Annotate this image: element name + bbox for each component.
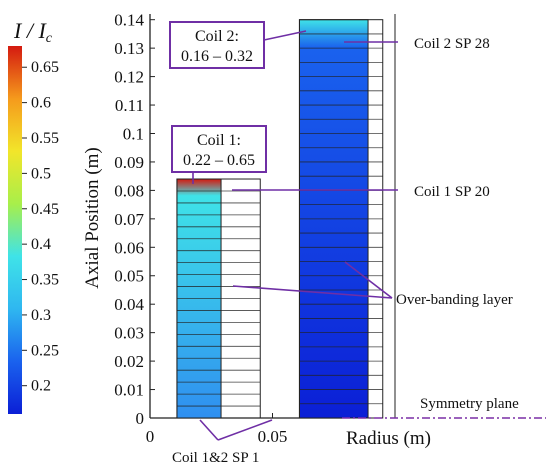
- colorbar-ticks: 0.65 0.6 0.55 0.5 0.45 0.4 0.35 0.3 0.25 0.2: [22, 59, 59, 395]
- coil1-range-box: Coil 1: 0.22 – 0.65: [171, 125, 267, 173]
- y-tick-label: 0: [136, 409, 145, 428]
- y-tick-label: 0.02: [114, 352, 144, 371]
- coil2-box-name: Coil 2:: [195, 28, 239, 45]
- coil2-box-range: 0.16 – 0.32: [181, 48, 253, 65]
- sp1-leader-coil2: [217, 419, 273, 441]
- y-tick-label: 0.04: [114, 295, 144, 314]
- colorbar-tick-label: 0.25: [31, 342, 59, 359]
- sp1-leader-coil1: [199, 419, 219, 441]
- colorbar-tick-label: 0.45: [31, 201, 59, 218]
- symmetry-plane-label: Symmetry plane: [420, 396, 519, 412]
- coil2-box-leader: [263, 30, 307, 41]
- y-tick-label: 0.1: [123, 124, 144, 143]
- y-tick-label: 0.14: [114, 11, 144, 30]
- overbanding-leader-coil1: [232, 285, 393, 299]
- overbanding-leader-coil2: [344, 261, 393, 299]
- coil1-box-name: Coil 1:: [197, 132, 241, 149]
- annotation-labels: Coil 2 SP 28 Coil 1 SP 20 Over-banding l…: [172, 36, 519, 466]
- y-tick-label: 0.03: [114, 324, 144, 343]
- colorbar-title: I / Ic: [13, 18, 53, 46]
- y-tick-label: 0.09: [114, 153, 144, 172]
- coil2-range-box: Coil 2: 0.16 – 0.32: [169, 21, 265, 69]
- y-tick-label: 0.13: [114, 39, 144, 58]
- colorbar-tick-label: 0.55: [31, 130, 59, 147]
- y-tick-label: 0.07: [114, 210, 144, 229]
- coil2-sp28-label: Coil 2 SP 28: [414, 36, 490, 52]
- coil1-box-border: [171, 125, 267, 173]
- colorbar-tick-label: 0.5: [31, 165, 51, 182]
- coil2-box-border: [169, 21, 265, 69]
- overbanding-label: Over-banding layer: [396, 292, 513, 308]
- colorbar-tick-label: 0.6: [31, 95, 51, 112]
- coil2-pancake-lines: [299, 33, 383, 405]
- colorbar-tick-label: 0.3: [31, 307, 51, 324]
- coil1-box-range: 0.22 – 0.65: [183, 152, 255, 169]
- y-tick-label: 0.06: [114, 238, 144, 257]
- y-axis-ticks: 0.14 0.13 0.12 0.11 0.1 0.09 0.08 0.07 0.06 0.05 0…: [114, 11, 155, 428]
- y-tick-label: 0.12: [114, 68, 144, 87]
- colorbar-tick-label: 0.35: [31, 272, 59, 289]
- colorbar-tick-label: 0.2: [31, 378, 51, 395]
- colorbar-tick-label: 0.4: [31, 236, 51, 253]
- y-tick-label: 0.05: [114, 267, 144, 286]
- y-tick-label: 0.01: [114, 381, 144, 400]
- leader-lines: [192, 30, 546, 441]
- y-tick-label: 0.08: [114, 181, 144, 200]
- colorbar: I / Ic 0.650.60.550.50.450.40.350.30.250…: [8, 18, 59, 414]
- colorbar-tick-label: 0.65: [31, 59, 59, 76]
- coil-layer: [176, 14, 396, 419]
- x-tick-label: 0.05: [258, 427, 288, 446]
- x-tick-label: 0: [146, 427, 155, 446]
- y-tick-label: 0.11: [115, 96, 144, 115]
- y-axis-label: Axial Position (m): [82, 147, 103, 288]
- coil1-sp20-label: Coil 1 SP 20: [414, 184, 490, 200]
- x-axis-ticks: 0 0.05: [146, 413, 288, 446]
- sp1-label: Coil 1&2 SP 1: [172, 450, 259, 466]
- colorbar-gradient: [8, 46, 22, 414]
- x-axis-label: Radius (m): [346, 428, 431, 449]
